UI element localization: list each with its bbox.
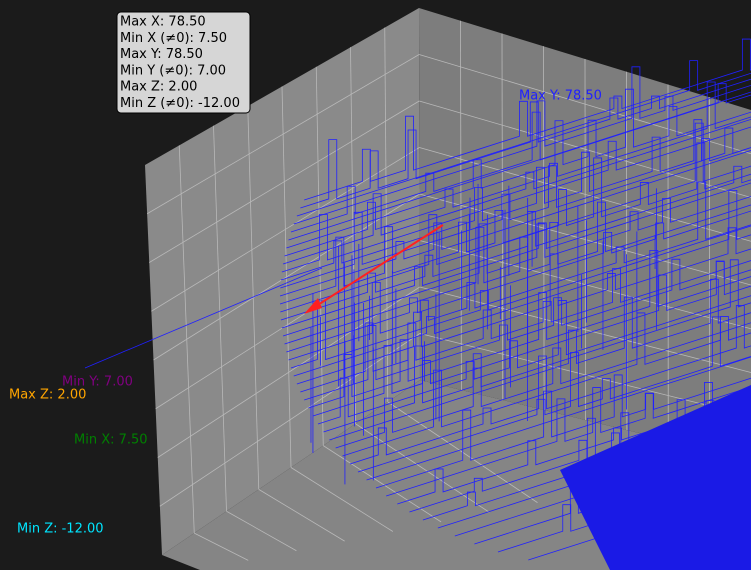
info-line: Min Z (≠0): -12.00	[120, 96, 240, 111]
min-z-label: Min Z: -12.00	[17, 522, 104, 537]
toolpath-line	[357, 316, 751, 473]
toolpath-line	[293, 66, 751, 225]
grid-line	[159, 333, 421, 507]
toolpath-line	[280, 138, 751, 289]
info-line: Max Y: 78.50	[120, 47, 203, 62]
toolpath-line	[282, 118, 751, 265]
toolpath-line	[280, 119, 751, 281]
grid-line	[323, 445, 442, 523]
toolpath-line	[282, 196, 751, 337]
min-y-label: Min Y: 7.00	[62, 375, 133, 390]
toolpath-line	[290, 225, 751, 369]
arrow-head	[304, 298, 322, 314]
grid-line	[355, 423, 490, 513]
info-box-frame	[116, 11, 251, 114]
toolpath-line	[281, 126, 751, 273]
toolpath-line	[312, 261, 751, 417]
toolpath-line	[286, 88, 751, 249]
toolpath-line	[335, 322, 751, 449]
info-line: Max X: 78.50	[120, 15, 206, 30]
grid-line	[157, 286, 420, 458]
toolpath-line	[281, 182, 751, 329]
grid-line	[258, 489, 345, 542]
max-y-label: Max Y: 78.50	[519, 89, 602, 104]
toolpath-line	[308, 249, 751, 409]
toolpath-line	[317, 295, 751, 425]
toolpath-line	[386, 386, 751, 497]
toolpath-line	[323, 259, 751, 433]
toolpath-line	[397, 382, 751, 505]
toolpath-line	[288, 181, 751, 361]
grid-line	[419, 240, 751, 330]
toolpath-line	[304, 258, 751, 401]
grid-line	[290, 467, 394, 532]
dense-toolpath	[560, 385, 751, 570]
toolpath-line	[288, 91, 751, 241]
toolpath-line	[296, 60, 751, 217]
toolpath-line	[375, 374, 751, 489]
toolpath-line	[300, 260, 751, 393]
toolpath-line	[279, 122, 751, 305]
toolpath-line	[290, 83, 751, 233]
info-line: Max Z: 2.00	[120, 80, 197, 95]
grid-line	[419, 333, 751, 417]
max-z-label: Max Z: 2.00	[9, 388, 86, 403]
grid-line	[226, 510, 297, 552]
direction-arrow	[309, 224, 444, 311]
toolpath-line	[286, 210, 751, 353]
toolpath-line	[280, 142, 751, 313]
lead-in	[84, 267, 323, 369]
toolpath-line	[280, 165, 751, 321]
toolpath-line	[349, 305, 751, 465]
info-line: Min X (≠0): 7.50	[120, 31, 227, 46]
toolpath-line	[329, 278, 751, 441]
toolpath-line	[284, 81, 751, 257]
info-line: Min Y (≠0): 7.00	[120, 63, 226, 78]
toolpath-line	[366, 356, 751, 481]
grid-line	[194, 532, 249, 561]
min-x-label: Min X: 7.50	[74, 433, 148, 448]
toolpath-line	[300, 78, 751, 209]
